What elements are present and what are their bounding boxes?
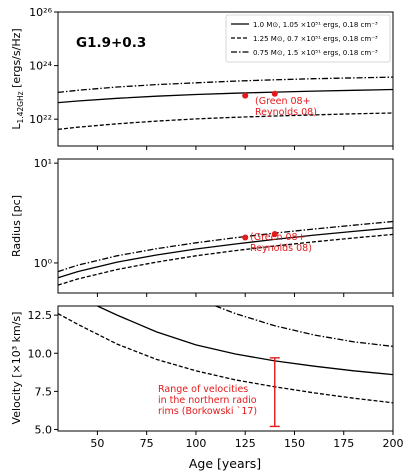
- velocity-y-label: Velocity [×10³ km/s]: [10, 312, 23, 425]
- panel-luminosity-frame: [57, 11, 394, 147]
- x-tick-label: 50: [90, 437, 104, 450]
- luminosity-observations: [242, 90, 278, 99]
- luminosity-annotation-line1: (Green 08+: [255, 96, 311, 107]
- luminosity-y-label: L1.42GHz [ergs/s/Hz]: [10, 28, 25, 129]
- radius-lines: [57, 220, 394, 286]
- panel-luminosity: 10²² 10²⁴ 10²⁶ G1.9+0.3 (Green 08+ Reynold…: [10, 6, 394, 147]
- radius-y-label: Radius [pc]: [10, 195, 23, 257]
- legend-label-solid: 1.0 M⊙, 1.05 ×10⁵¹ ergs, 0.18 cm⁻³: [253, 21, 378, 29]
- velocity-annotation-line2: in the northern radio: [158, 395, 257, 406]
- velocity-annotation-line1: Range of velocities: [158, 384, 248, 395]
- x-tick-label: 125: [235, 437, 256, 450]
- series-line-dashed: [57, 233, 394, 286]
- x-tick-label: 75: [140, 437, 154, 450]
- series-line-dashed: [57, 112, 394, 131]
- panel-radius-frame: [57, 158, 394, 294]
- series-line-dashdot: [57, 220, 394, 273]
- observation-point: [271, 90, 278, 97]
- y-tick-label: 10.0: [28, 347, 53, 360]
- luminosity-y-label-main: L: [10, 123, 23, 130]
- luminosity-y-label-rest: [ergs/s/Hz]: [10, 28, 23, 91]
- velocity-errorbar: [269, 357, 280, 428]
- x-axis-label: Age [years]: [189, 456, 261, 471]
- legend: 1.0 M⊙, 1.05 ×10⁵¹ ergs, 0.18 cm⁻³ 1.25 …: [225, 14, 391, 63]
- x-tick-label: 175: [333, 437, 354, 450]
- y-tick-label: 10²²: [29, 113, 52, 126]
- observation-point: [242, 92, 249, 99]
- radius-annotation-line1: (Green 08+: [250, 232, 306, 243]
- x-tick-label: 200: [383, 437, 404, 450]
- series-line-solid: [57, 88, 394, 104]
- y-tick-label: 5.0: [35, 423, 53, 436]
- panel-velocity: 5.0 7.5 10.0 12.5 Range of velocities in th…: [10, 146, 404, 471]
- y-tick-label: 7.5: [35, 385, 53, 398]
- x-tick-label: 100: [185, 437, 206, 450]
- y-tick-label: 10¹: [34, 157, 52, 170]
- luminosity-annotation-line2: Reynolds 08): [255, 107, 317, 118]
- panel-velocity-frame: [57, 305, 394, 432]
- observation-point: [242, 234, 249, 241]
- series-line-solid: [57, 227, 394, 279]
- velocity-lines: [58, 306, 393, 404]
- radius-observations: [242, 231, 278, 241]
- radius-annotation-line2: Reynolds 08): [250, 243, 312, 254]
- y-tick-label: 10⁰: [34, 257, 53, 270]
- y-tick-label: 12.5: [28, 309, 53, 322]
- radius-y-ticks: 10⁰ 10¹: [34, 157, 58, 270]
- legend-label-dashed: 1.25 M⊙, 0.7 ×10⁵¹ ergs, 0.18 cm⁻³: [253, 35, 378, 43]
- series-line-solid: [97, 306, 393, 376]
- observation-point: [271, 231, 278, 238]
- panel-radius: 10⁰ 10¹ (Green 08+ Reynolds 08) Radius [p…: [10, 157, 394, 294]
- velocity-annotation-line3: rims (Borkowski `17): [158, 406, 257, 417]
- x-tick-label: 150: [284, 437, 305, 450]
- y-tick-label: 10²⁴: [29, 60, 52, 73]
- luminosity-lines: [57, 76, 394, 131]
- y-tick-label: 10²⁶: [29, 6, 52, 19]
- series-line-dashed: [58, 313, 393, 404]
- legend-box: [225, 14, 391, 63]
- luminosity-y-label-sub: 1.42GHz: [16, 91, 25, 123]
- luminosity-y-ticks: 10²² 10²⁴ 10²⁶: [29, 6, 58, 126]
- velocity-y-ticks: 5.0 7.5 10.0 12.5: [28, 309, 58, 436]
- series-line-dashdot: [57, 76, 394, 94]
- legend-label-dashdot: 0.75 M⊙, 1.5 ×10⁵¹ ergs, 0.18 cm⁻³: [253, 49, 378, 57]
- series-line-dashdot: [215, 306, 393, 348]
- x-ticks: 50 75 100 125 150 175 200: [90, 146, 404, 450]
- panel-title: G1.9+0.3: [76, 35, 146, 51]
